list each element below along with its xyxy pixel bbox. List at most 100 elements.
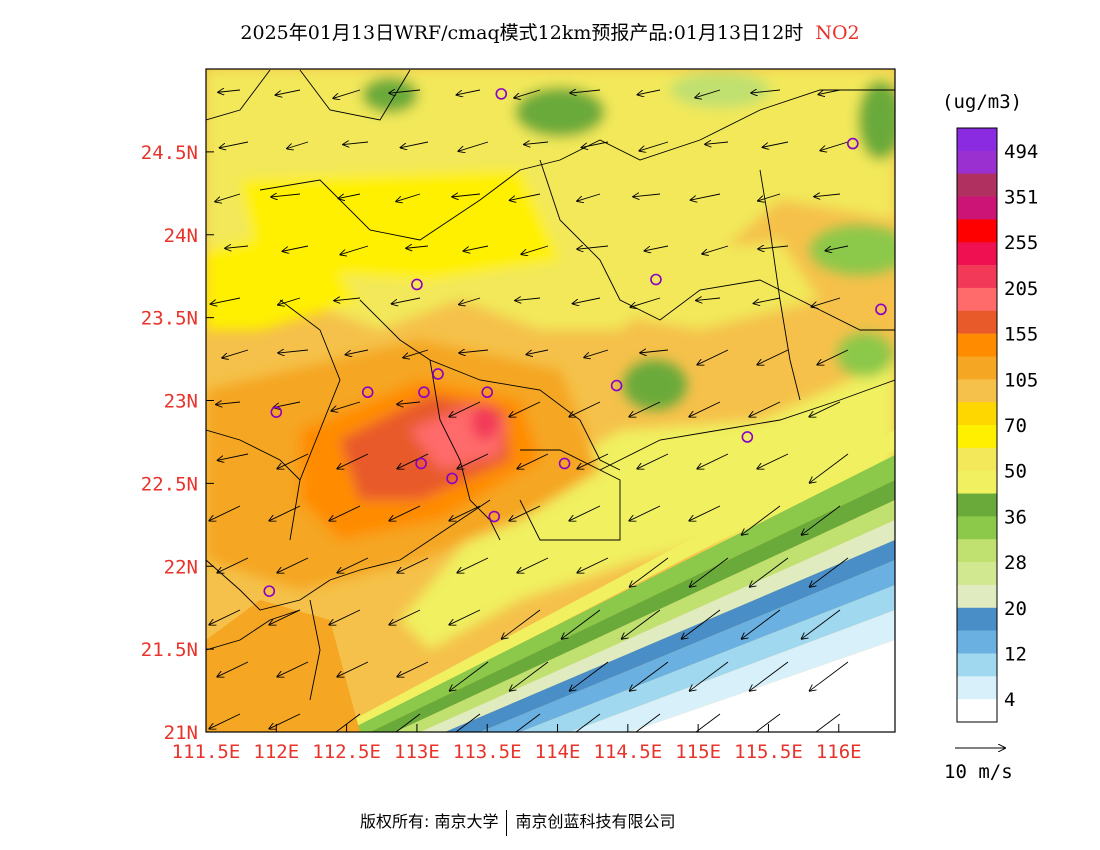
wind-arrow (637, 89, 661, 95)
station-marker (847, 137, 859, 150)
lon-tick-label: 115E (675, 741, 721, 763)
lat-axis: 24.5N 24N 23.5N 23N 22.5N 22N 21.5N 21N (141, 142, 214, 744)
wind-arrow (459, 297, 481, 305)
wind-arrow (577, 246, 609, 249)
footer-left: 版权所有: 南京大学 (360, 812, 499, 831)
station-marker (481, 386, 494, 399)
lon-tick-label: 113E (394, 741, 440, 763)
wind-arrow (457, 557, 489, 573)
wind-arrow (334, 298, 361, 301)
wind-arrow (815, 713, 841, 732)
wind-arrow (271, 194, 301, 197)
wind-arrow (562, 609, 601, 639)
wind-arrow (278, 350, 309, 353)
wind-arrow (630, 557, 669, 587)
lat-tick-label: 23.5N (141, 308, 198, 330)
wind-arrow (696, 298, 721, 300)
wind-arrow (389, 90, 421, 93)
wind-arrow (695, 89, 721, 98)
wind-arrow (269, 713, 301, 729)
wind-arrow (392, 297, 421, 304)
wind-arrow (639, 141, 669, 151)
lat-tick-label: 24N (164, 225, 198, 247)
lon-tick-label: 114E (535, 741, 581, 763)
wind-arrow (689, 401, 721, 417)
wind-arrow (524, 142, 549, 144)
wind-arrow (397, 453, 429, 469)
station-marker (610, 379, 623, 392)
wind-arrow (337, 557, 369, 573)
colorbar-swatch (957, 356, 997, 380)
wind-arrow (218, 453, 249, 460)
colorbar-swatch (957, 653, 997, 677)
wind-arrow (222, 349, 249, 358)
wind-arrow (526, 349, 549, 354)
footer-right: 南京创蓝科技有限公司 (515, 812, 676, 831)
lat-tick-label: 23N (164, 391, 198, 413)
wind-arrow (577, 453, 609, 469)
wind-arrow (449, 505, 481, 521)
lon-tick-label: 112E (253, 741, 299, 763)
wind-arrow (209, 713, 241, 729)
wind-arrow (750, 557, 789, 587)
wind-arrow (758, 193, 781, 201)
colorbar-swatch (957, 630, 997, 654)
wind-arrow (644, 245, 669, 251)
wind-arrow (510, 193, 541, 200)
wind-arrow (345, 349, 369, 355)
lon-tick-label: 112.5E (312, 741, 381, 763)
boundaries (206, 69, 895, 701)
wind-arrow (335, 713, 361, 732)
wind-arrow (456, 89, 481, 95)
wind-arrow (517, 453, 549, 469)
colorbar-swatch (957, 333, 997, 357)
wind-arrow (751, 90, 781, 93)
lat-tick-label: 21.5N (141, 639, 198, 661)
wind-arrow (276, 89, 301, 95)
wind-arrow (343, 142, 369, 145)
colorbar-swatch (957, 584, 997, 609)
wind-arrow (278, 297, 301, 305)
colorbar-swatch (957, 265, 997, 289)
wind-arrow (331, 401, 361, 411)
wind-arrow (397, 557, 429, 573)
lon-tick-label: 114.5E (594, 741, 663, 763)
station-marker (263, 585, 276, 597)
wind-arrow (825, 245, 849, 251)
colorbar-swatch (957, 470, 997, 494)
station-marker (270, 406, 283, 418)
wind-arrow (337, 661, 369, 677)
wind-arrow (457, 453, 489, 469)
wind-arrow (397, 402, 421, 404)
colorbar-swatch (957, 150, 997, 174)
wind-arrow (697, 349, 729, 365)
wind-arrow (691, 193, 721, 200)
wind-arrow (629, 505, 661, 521)
title-species: NO2 (815, 22, 860, 44)
wind-arrow (818, 89, 841, 94)
colorbar-label: 70 (1004, 415, 1027, 437)
chart-title: 2025年01月13日WRF/cmaq模式12km预报产品:01月13日12时 N… (0, 18, 1100, 45)
wind-arrow (515, 713, 541, 732)
wind-arrow (584, 349, 609, 357)
wind-arrow (397, 661, 429, 677)
wind-arrow (569, 505, 601, 521)
wind-arrow (690, 557, 729, 587)
colorbar-swatch (957, 493, 997, 517)
colorbar-label: 494 (1004, 141, 1038, 163)
wind-arrow (682, 609, 721, 639)
wind-arrow (630, 297, 661, 307)
wind-arrow (757, 349, 789, 365)
wind-arrow (763, 141, 789, 147)
wind-arrow (802, 505, 841, 535)
wind-arrow (577, 557, 609, 573)
colorbar-labels: 494 351 255 205 155 105 70 50 36 28 20 12 4 (1004, 141, 1038, 711)
station-marker (488, 510, 501, 523)
wind-arrow (458, 141, 489, 151)
colorbar-label: 28 (1004, 552, 1027, 574)
wind-arrow (502, 609, 541, 639)
wind-arrow (755, 713, 781, 732)
wind-arrow (810, 557, 849, 587)
colorbar-frame (956, 127, 998, 723)
colorbar-swatch (957, 379, 997, 403)
